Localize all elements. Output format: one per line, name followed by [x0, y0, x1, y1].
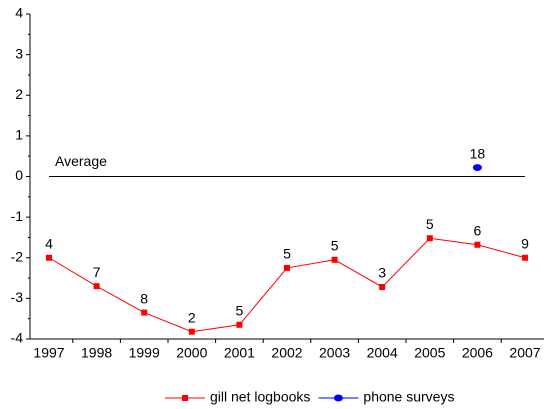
y-tick-label: -2	[11, 248, 24, 264]
point-label: 18	[470, 145, 486, 161]
legend-label: phone surveys	[363, 389, 454, 405]
x-tick-label: 1999	[129, 345, 160, 361]
point-label: 8	[140, 290, 148, 306]
point	[426, 235, 433, 242]
point	[331, 256, 338, 263]
point	[284, 264, 290, 271]
point	[182, 395, 188, 401]
point-label: 3	[378, 265, 386, 281]
y-tick-label: -1	[11, 208, 24, 224]
legend-label: gill net logbooks	[210, 389, 310, 405]
point	[472, 164, 482, 172]
y-tick-label: 3	[15, 45, 23, 61]
point-label: 9	[521, 235, 529, 251]
point	[379, 284, 386, 290]
x-tick-label: 2002	[271, 345, 302, 361]
y-tick-label: 4	[15, 5, 23, 21]
point	[236, 321, 243, 328]
point	[522, 254, 528, 261]
y-tick-label: 1	[15, 127, 23, 143]
point-label: 6	[474, 222, 482, 238]
point	[188, 328, 195, 335]
x-tick-label: 2005	[414, 345, 445, 361]
point	[93, 283, 100, 290]
x-tick-label: 2004	[367, 345, 398, 361]
reference-label: Average	[55, 153, 107, 169]
point-label: 5	[426, 216, 434, 232]
point-label: 4	[45, 235, 53, 251]
y-tick-label: 0	[15, 167, 23, 183]
point	[46, 254, 52, 261]
point-label: 5	[283, 246, 291, 262]
x-tick-label: 2001	[224, 345, 255, 361]
point	[474, 241, 481, 248]
y-tick-label: 2	[15, 86, 23, 102]
x-tick-label: 1997	[33, 345, 64, 361]
x-tick-label: 2000	[176, 345, 207, 361]
x-tick-label: 1998	[81, 345, 112, 361]
point-label: 5	[331, 237, 339, 253]
point	[333, 394, 343, 402]
point-label: 2	[188, 309, 196, 325]
point	[141, 309, 148, 316]
point-label: 7	[93, 264, 101, 280]
x-tick-label: 2006	[462, 345, 493, 361]
x-tick-label: 2003	[319, 345, 350, 361]
y-tick-label: -4	[11, 330, 24, 346]
y-tick-label: -3	[11, 289, 24, 305]
x-tick-label: 2007	[509, 345, 540, 361]
point-label: 5	[236, 302, 244, 318]
